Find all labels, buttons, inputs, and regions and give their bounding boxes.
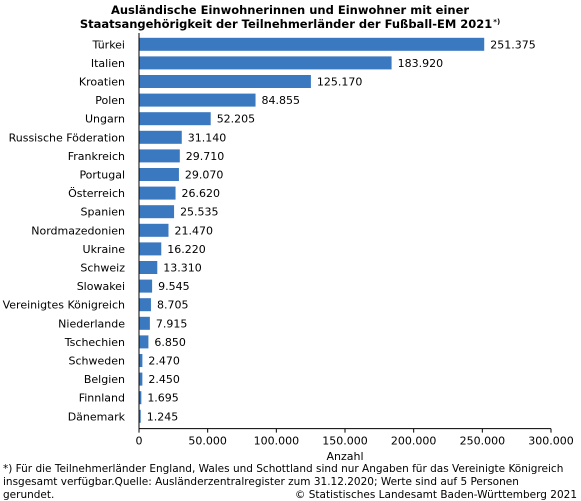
bar: [139, 316, 150, 330]
bar: [139, 261, 158, 274]
value-label: 6.850: [154, 336, 186, 349]
value-label: 13.310: [163, 262, 202, 275]
x-tick-label: 100.000: [254, 435, 300, 448]
value-label: 25.535: [180, 206, 219, 219]
category-label: Kroatien: [79, 76, 125, 89]
x-axis: 0 50.000 100.000 150.000 200.000 250.000 300.0…: [136, 33, 574, 448]
value-label: 125.170: [317, 76, 363, 89]
bar: [139, 391, 142, 405]
value-label: 52.205: [217, 113, 256, 126]
category-label: Polen: [95, 94, 125, 107]
bar: [139, 112, 211, 126]
x-tick-label: 0: [136, 435, 143, 448]
x-tick-label: 300.000: [528, 435, 574, 448]
category-label: Nordmazedonien: [31, 224, 125, 237]
value-label: 1.245: [147, 410, 179, 423]
value-label: 183.920: [398, 57, 444, 70]
value-label: 9.545: [158, 280, 190, 293]
bar: [139, 130, 182, 144]
category-label: Tschechien: [64, 336, 125, 349]
x-tick-label: 200.000: [391, 435, 437, 448]
value-label: 8.705: [157, 299, 189, 312]
x-axis-label: Anzahl: [326, 450, 363, 463]
value-label: 7.915: [156, 317, 188, 330]
x-tick-label: 250.000: [460, 435, 506, 448]
category-label: Türkei: [91, 38, 125, 51]
bar: [139, 335, 149, 349]
category-label: Vereinigtes Königreich: [3, 299, 125, 312]
value-label: 29.070: [185, 169, 224, 182]
bar: [139, 56, 392, 70]
value-label: 16.220: [167, 243, 206, 256]
bar: [139, 149, 180, 163]
footnote-line1: *) Für die Teilnehmerländer England, Wal…: [3, 463, 563, 475]
bar: [139, 168, 179, 181]
value-label: 251.375: [490, 38, 536, 51]
category-label: Frankreich: [68, 150, 125, 163]
chart-title-line2: Staatsangehörigkeit der Teilnehmerländer…: [80, 17, 500, 31]
x-tick-label: 50.000: [188, 435, 227, 448]
value-label: 2.470: [148, 355, 180, 368]
bar: [139, 298, 151, 312]
category-label: Ungarn: [85, 113, 125, 126]
category-label: Slowakei: [77, 280, 125, 293]
value-label: 1.695: [147, 392, 179, 405]
bar: [139, 205, 175, 219]
category-label: Ukraine: [83, 243, 126, 256]
footnote-line2: insgesamt verfügbar.Quelle: Ausländerzen…: [3, 476, 519, 488]
bar: [139, 354, 143, 367]
chart-title-marker: *): [493, 18, 500, 26]
category-label: Spanien: [81, 206, 126, 219]
bar: [139, 242, 162, 256]
bar: [139, 37, 485, 51]
chart-title-line1: Ausländische Einwohnerinnen und Einwohne…: [111, 3, 469, 17]
bar: [139, 409, 141, 423]
category-label: Portugal: [79, 169, 125, 182]
category-label: Schweiz: [80, 262, 125, 275]
chart-title-line2-text: Staatsangehörigkeit der Teilnehmerländer…: [80, 17, 492, 31]
bar: [139, 186, 176, 200]
category-label: Russische Föderation: [9, 131, 125, 144]
bar: [139, 279, 153, 293]
bar: [139, 223, 169, 237]
footnote-line3: gerundet.: [3, 489, 54, 501]
bar: [139, 75, 311, 88]
x-tick-label: 150.000: [322, 435, 368, 448]
category-label: Belgien: [84, 373, 125, 386]
bar: [139, 372, 143, 386]
category-label: Österreich: [68, 187, 125, 200]
copyright: © Statistisches Landesamt Baden-Württemb…: [295, 489, 577, 501]
value-label: 31.140: [188, 131, 227, 144]
bars-layer: Türkei 251.375 Italien 183.920 Kroatien 125.1…: [3, 37, 536, 423]
bar: [139, 93, 256, 107]
value-label: 26.620: [182, 187, 221, 200]
value-label: 84.855: [262, 94, 301, 107]
category-label: Schweden: [69, 355, 126, 368]
category-label: Finnland: [79, 392, 125, 405]
value-label: 2.450: [148, 373, 180, 386]
value-label: 21.470: [174, 224, 213, 237]
category-label: Dänemark: [68, 410, 126, 423]
value-label: 29.710: [186, 150, 225, 163]
category-label: Italien: [91, 57, 125, 70]
category-label: Niederlande: [58, 317, 125, 330]
